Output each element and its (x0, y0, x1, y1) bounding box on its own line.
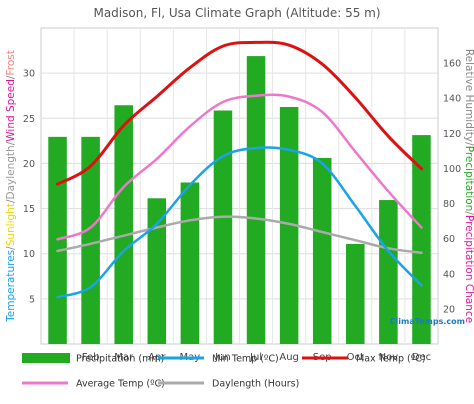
axis-label-part: Frost (5, 50, 17, 75)
left-tick-label: 30 (23, 69, 35, 80)
axis-label-part: / (5, 246, 17, 250)
legend-max-temp: Max Temp (ºC) (302, 354, 426, 365)
x-tick-label: Feb (82, 352, 100, 363)
left-tick-label: 10 (23, 249, 35, 260)
x-tick-label: Nov (379, 352, 399, 363)
precipitation-bar (213, 110, 233, 344)
x-tick-label: Jun (214, 352, 231, 363)
left-tick-label: 25 (23, 114, 35, 125)
axis-label-part: Temperatures (5, 250, 17, 323)
legend-label: Precipitation (mm) (76, 354, 164, 365)
axis-label-part: / (463, 142, 474, 146)
legend-label: Min Temp (ºC) (212, 354, 279, 365)
right-tick-label: 80 (443, 199, 455, 210)
left-axis-label: Temperatures/Sunlight/Daylength/Wind Spe… (5, 50, 17, 323)
left-tick-label: 15 (23, 204, 35, 215)
legend-label: Daylength (Hours) (212, 379, 299, 390)
right-axis-label: Relative Humidity/Precipitation/Precipit… (463, 49, 474, 323)
x-tick-label: Jul (249, 352, 262, 363)
watermark: ClimaTemps.com (390, 317, 465, 326)
axis-label-part: Precipitation (463, 146, 474, 212)
right-tick-label: 160 (443, 59, 461, 70)
left-tick-label: 20 (23, 159, 35, 170)
min-temp-line (56, 146, 423, 299)
left-tick-label: 5 (29, 294, 35, 305)
axis-label-part: / (5, 141, 17, 145)
legend-swatch (22, 353, 70, 363)
axis-label-part: Wind Speed (5, 79, 17, 142)
legend-average-temp: Average Temp (ºC) (22, 379, 165, 390)
precipitation-bar (412, 135, 431, 344)
precipitation-bars (48, 56, 431, 344)
legend-precipitation: Precipitation (mm) (22, 353, 164, 365)
right-tick-label: 120 (443, 129, 461, 140)
axis-label-part: Daylength (5, 145, 17, 199)
axes: 5101520253020406080100120140160JanFebMar… (5, 49, 474, 363)
axis-label-part: Relative Humidity (463, 49, 474, 142)
x-tick-label: Mar (114, 352, 134, 363)
right-tick-label: 100 (443, 164, 461, 175)
legend-daylength: Daylength (Hours) (158, 379, 299, 390)
legend-label: Average Temp (ºC) (76, 379, 165, 390)
x-tick-label: Apr (148, 352, 166, 363)
right-tick-label: 40 (443, 269, 455, 280)
precipitation-bar (81, 136, 100, 344)
precipitation-bar (180, 182, 200, 344)
axis-label-part: / (463, 211, 474, 215)
precipitation-bar (312, 157, 332, 344)
chart-title: Madison, Fl, Usa Climate Graph (Altitude… (93, 6, 380, 20)
daylength-line (56, 215, 423, 255)
max-temp-line (56, 40, 423, 186)
x-tick-label: Dec (412, 352, 431, 363)
right-tick-label: 140 (443, 94, 461, 105)
precipitation-bar (379, 200, 398, 344)
x-tick-label: Oct (347, 352, 364, 363)
average-temp-line (56, 93, 423, 241)
precipitation-bar (246, 56, 266, 344)
axis-label-part: / (5, 199, 17, 203)
precipitation-bar (279, 107, 299, 344)
legend-min-temp: Min Temp (ºC) (158, 354, 279, 365)
axis-label-part: / (5, 75, 17, 79)
right-tick-label: 20 (443, 304, 455, 315)
axis-label-part: Precipitation Chance (463, 215, 474, 323)
x-tick-label: Aug (279, 352, 299, 363)
precipitation-bar (114, 105, 133, 344)
temperature-lines (56, 40, 423, 299)
legend: Precipitation (mm) Min Temp (ºC) Max Temp … (22, 353, 426, 390)
precipitation-bar (346, 243, 365, 344)
axis-label-part: Sunlight (5, 203, 17, 246)
precipitation-bar (147, 198, 167, 344)
legend-label: Max Temp (ºC) (356, 354, 426, 365)
right-tick-label: 60 (443, 234, 455, 245)
